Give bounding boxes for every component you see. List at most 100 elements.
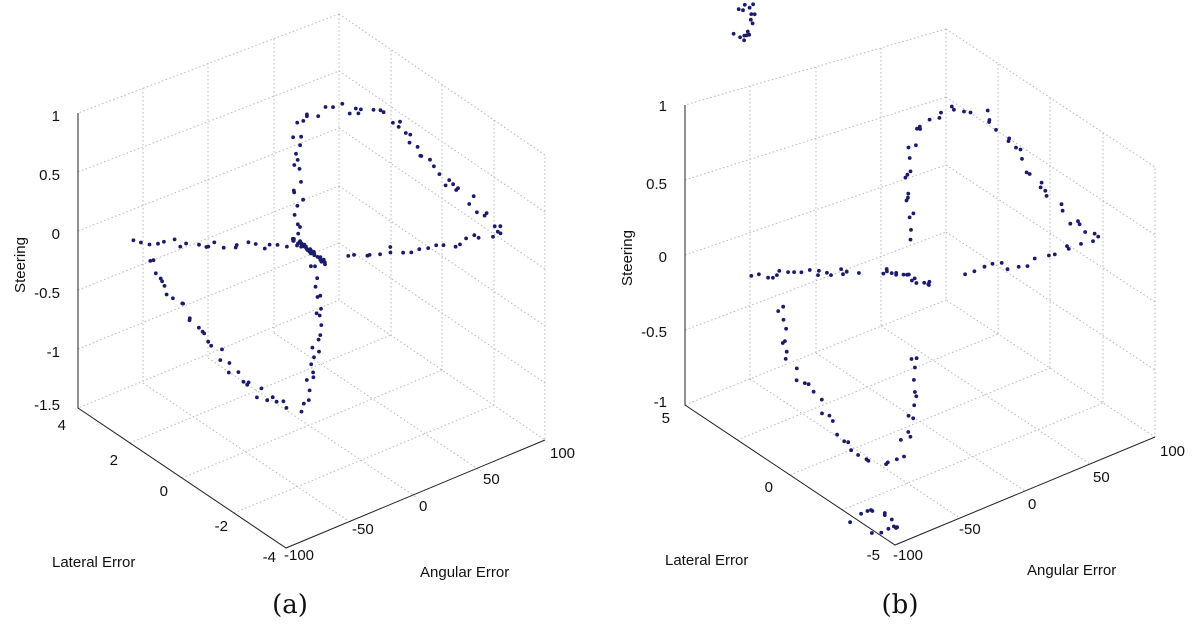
data-point xyxy=(949,104,954,109)
data-point xyxy=(471,194,476,199)
data-point xyxy=(307,388,312,393)
data-point xyxy=(904,198,909,203)
data-point xyxy=(816,273,820,277)
z-tick-label: 0.5 xyxy=(39,167,60,184)
x-tick-label: 100 xyxy=(550,445,575,462)
data-point xyxy=(301,119,306,123)
data-point xyxy=(859,511,863,516)
data-point xyxy=(842,439,847,444)
data-point xyxy=(491,234,495,239)
data-point xyxy=(318,333,323,337)
data-point xyxy=(1025,264,1030,268)
data-point xyxy=(866,458,871,463)
data-point xyxy=(319,306,323,311)
data-point xyxy=(299,241,304,246)
data-point xyxy=(318,293,323,298)
data-point xyxy=(914,281,919,285)
panel-caption-a: (a) xyxy=(272,590,308,620)
data-point xyxy=(467,202,472,206)
data-point xyxy=(807,268,812,272)
data-point xyxy=(817,268,821,273)
data-point xyxy=(428,157,432,162)
data-point xyxy=(1059,202,1064,207)
data-point xyxy=(908,434,913,439)
data-point xyxy=(281,399,286,404)
data-point xyxy=(245,382,250,387)
scatter-points-b xyxy=(731,2,1101,535)
data-point xyxy=(226,370,231,375)
z-tick-label: -0.5 xyxy=(641,324,667,341)
data-point xyxy=(315,276,320,281)
data-point xyxy=(907,272,911,277)
data-point xyxy=(306,398,311,402)
data-point xyxy=(353,106,358,111)
data-point xyxy=(972,269,977,274)
z-tick-label: -0.5 xyxy=(34,285,60,302)
data-point xyxy=(472,233,477,238)
grid-b xyxy=(684,28,1156,546)
data-point xyxy=(484,211,489,216)
z-tick-label: -1 xyxy=(47,344,60,361)
data-point xyxy=(879,530,884,535)
data-point xyxy=(792,270,796,274)
data-point xyxy=(1092,231,1097,236)
data-point xyxy=(318,258,323,262)
data-point xyxy=(164,292,169,297)
data-point xyxy=(927,117,932,122)
data-point xyxy=(340,101,345,106)
data-point xyxy=(784,349,789,354)
data-point xyxy=(234,243,239,247)
data-point xyxy=(139,240,143,245)
data-point xyxy=(811,389,816,394)
data-point xyxy=(856,453,860,457)
data-point xyxy=(162,284,167,288)
data-point xyxy=(1014,145,1018,150)
data-point xyxy=(301,401,306,406)
y-axis-label: Lateral Error xyxy=(665,552,748,569)
data-point xyxy=(453,244,458,249)
data-point xyxy=(492,224,497,229)
grid-a xyxy=(77,13,546,549)
data-point xyxy=(172,237,177,242)
plot-panel-a: 1 0.5 0 -0.5 -1 -1.5 4 2 0 -2 -4 -100 -5… xyxy=(12,13,575,620)
data-point xyxy=(846,440,851,445)
data-point xyxy=(1038,185,1043,190)
data-point xyxy=(799,270,804,275)
data-point xyxy=(937,116,942,120)
data-point xyxy=(148,259,153,263)
data-point xyxy=(359,107,363,112)
data-point xyxy=(902,454,906,459)
data-point xyxy=(927,279,932,284)
data-point xyxy=(347,111,352,116)
data-point xyxy=(1024,170,1029,175)
data-point xyxy=(441,243,446,248)
data-point xyxy=(352,253,356,257)
data-point xyxy=(171,296,175,301)
data-point xyxy=(432,164,436,169)
data-point xyxy=(265,398,270,403)
y-tick-label: 5 xyxy=(662,410,670,427)
data-point xyxy=(323,105,328,109)
plot-panel-b: 1 0.5 0 -0.5 -1 5 0 -5 -100 -50 0 50 100… xyxy=(619,2,1185,620)
data-point xyxy=(396,125,401,129)
data-point xyxy=(905,172,910,177)
data-point xyxy=(309,264,313,269)
data-point xyxy=(434,243,439,248)
data-point xyxy=(1083,230,1088,234)
data-point xyxy=(295,158,300,162)
data-point xyxy=(786,270,790,274)
data-point xyxy=(313,284,318,289)
data-point xyxy=(415,145,420,149)
data-point xyxy=(794,378,799,383)
data-point xyxy=(498,231,503,236)
data-point xyxy=(464,236,468,241)
data-point xyxy=(962,109,966,114)
x-tick-label: 100 xyxy=(1160,443,1185,460)
data-point xyxy=(206,339,211,344)
data-point xyxy=(906,413,911,418)
data-point xyxy=(909,228,913,232)
data-point xyxy=(181,301,186,306)
data-point xyxy=(835,432,839,437)
data-point xyxy=(388,250,393,255)
data-point xyxy=(298,225,302,229)
